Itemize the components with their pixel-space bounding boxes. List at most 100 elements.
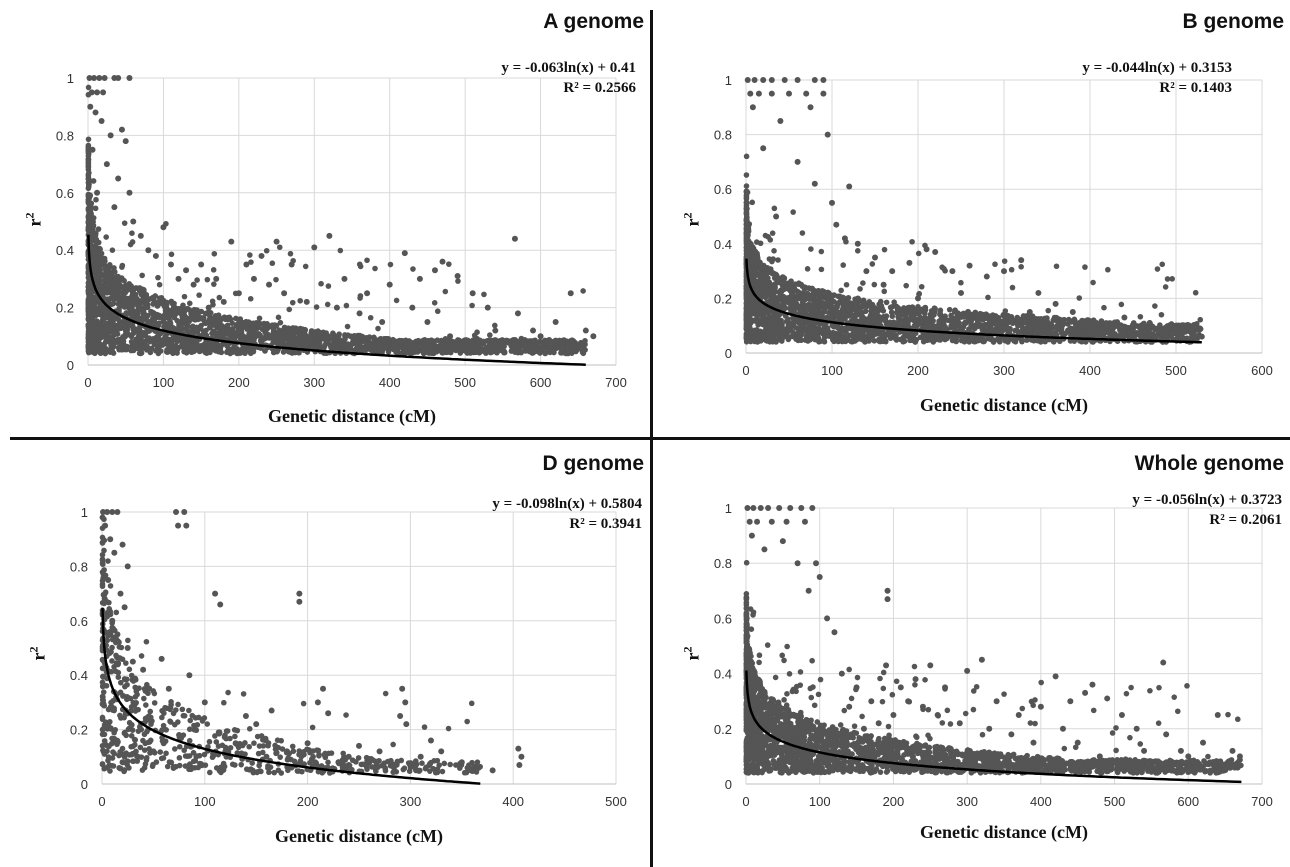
scatter-point [986,335,993,342]
scatter-point [124,343,130,350]
scatter-point [147,338,153,345]
scatter-point [91,75,98,81]
scatter-point [111,265,117,271]
scatter-point [1163,332,1170,338]
scatter-point [150,315,156,322]
scatter-point [749,199,756,206]
scatter-point [235,290,242,297]
scatter-point [101,75,108,81]
scatter-point [823,314,830,321]
scatter-point [150,301,156,307]
scatter-point [283,325,289,331]
trendline-equation: y = -0.063ln(x) + 0.41 [501,60,636,76]
scatter-point [976,312,983,318]
scatter-point [205,304,212,311]
scatter-point [1002,337,1008,344]
scatter-point [115,175,122,182]
scatter-point [571,348,578,355]
scatter-point [97,263,103,269]
scatter-point [248,259,254,265]
scatter-point [365,340,372,347]
scatter-point [85,348,92,354]
scatter-point [175,275,182,282]
scatter-point [401,250,408,257]
scatter-point [167,336,174,343]
scatter-point [243,318,249,325]
scatter-point [194,277,200,283]
scatter-point [263,247,270,254]
scatter-point [356,310,363,317]
scatter-point [869,261,876,267]
scatter-point [250,275,257,282]
scatter-point [965,308,971,315]
scatter-point [392,343,398,349]
scatter-point [1041,328,1048,335]
scatter-point [295,341,301,347]
scatter-point [167,320,174,326]
scatter-point [94,189,101,196]
scatter-point [901,307,908,313]
scatter-point [871,281,878,288]
scatter-point [933,324,940,331]
scatter-point [88,89,95,96]
scatter-point [161,316,167,323]
scatter-point [186,300,193,307]
scatter-point [580,288,586,294]
scatter-point [211,250,218,257]
scatter-point [911,318,918,324]
scatter-point [102,350,109,357]
chart-panel-b: 0 100 200 300 400 500 600 0 0.2 0.4 0.6 0.8 1 B geno… [652,0,1290,438]
scatter-point [484,304,491,311]
scatter-point [85,152,92,159]
scatter-point [919,318,925,325]
scatter-point [110,300,117,307]
scatter-point [99,303,105,309]
scatter-point [86,335,93,341]
scatter-point [135,336,142,342]
scatter-point [269,322,276,328]
scatter-point [121,220,128,226]
scatter-point [455,278,461,284]
scatter-point [144,347,150,353]
scatter-point [86,178,93,185]
scatter-point [287,339,294,346]
scatter-point [287,250,294,257]
scatter-point [937,311,943,318]
scatter-point [291,334,297,340]
scatter-point [139,272,145,279]
scatter-point [247,295,254,302]
scatter-point [292,325,299,331]
scatter-point [925,315,932,322]
scatter-point [229,320,236,327]
scatter-point [342,333,348,339]
scatter-point [469,290,476,297]
scatter-point [335,337,342,343]
scatter-point [771,248,777,254]
x-tick-label: 400 [1079,363,1101,378]
scatter-point [355,332,361,339]
scatter-point [327,336,334,342]
scatter-point [981,338,987,345]
scatter-point [90,297,97,304]
scatter-point [498,346,505,353]
scatter-point [124,287,131,293]
scatter-point [481,291,487,298]
scatter-point [189,346,196,353]
scatter-point [433,349,440,355]
scatter-point [130,347,137,354]
scatter-point [234,321,241,327]
scatter-point [1020,313,1027,319]
scatter-point [114,336,121,343]
scatter-point [228,238,235,245]
y-tick-label: 0.8 [56,128,74,143]
x-tick-label: 600 [530,375,552,390]
scatter-point [463,344,470,351]
scatter-point [115,289,122,296]
scatter-point [174,350,180,356]
scatter-point [209,298,216,305]
scatter-point [182,348,188,355]
scatter-point [229,349,236,355]
scatter-point [382,344,388,351]
scatter-point [92,109,99,116]
